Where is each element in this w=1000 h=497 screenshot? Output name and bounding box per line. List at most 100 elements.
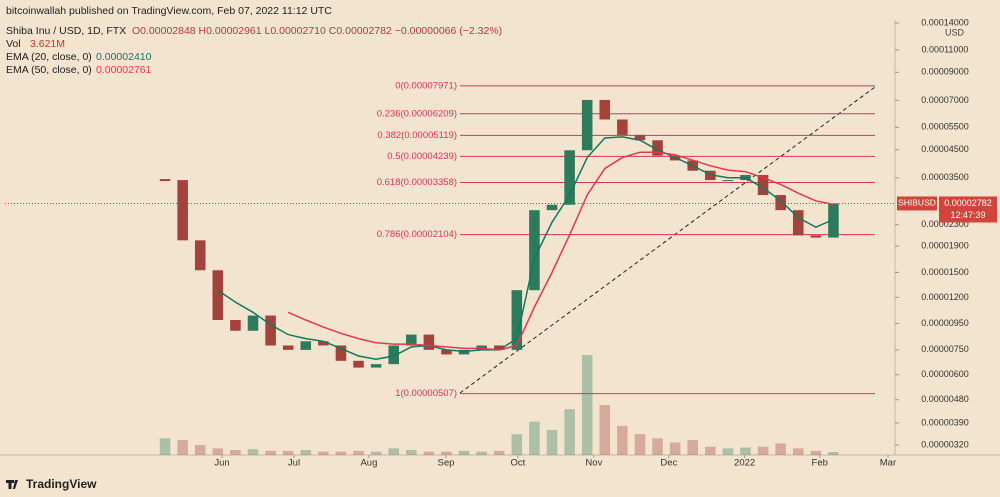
fib-label: 0.618(0.00003358) bbox=[377, 177, 457, 188]
ema20-label: EMA (20, close, 0) bbox=[6, 51, 92, 63]
price-tag-countdown: 12:47:39 bbox=[950, 210, 985, 220]
volume-bar bbox=[792, 448, 804, 455]
candle bbox=[599, 99, 611, 120]
volume-bar bbox=[705, 446, 716, 455]
x-tick-label: Sep bbox=[438, 458, 455, 469]
y-tick-label: 0.00003500 bbox=[921, 172, 969, 182]
y-tick-label: 0.00014000 bbox=[921, 17, 969, 27]
volume-bar bbox=[599, 405, 611, 455]
candle bbox=[810, 235, 822, 238]
y-tick-label: 0.00002300 bbox=[921, 219, 969, 229]
trend-line bbox=[459, 86, 876, 394]
volume-bar bbox=[757, 446, 769, 455]
price-tag-price: 0.00002782 bbox=[944, 198, 992, 208]
ema50-value: 0.00002761 bbox=[96, 64, 152, 76]
candle bbox=[335, 345, 347, 361]
candle bbox=[406, 334, 417, 346]
y-tick-label: 0.00000320 bbox=[921, 439, 969, 449]
ema20-value: 0.00002410 bbox=[96, 51, 152, 63]
y-tick-label: 0.00011000 bbox=[922, 44, 969, 54]
fib-label: 0.236(0.00006209) bbox=[377, 108, 457, 119]
candle bbox=[282, 345, 294, 350]
x-tick-label: 2022 bbox=[734, 458, 755, 469]
volume-bar bbox=[669, 442, 681, 455]
candle bbox=[564, 150, 575, 205]
y-tick-label: 0.00009000 bbox=[921, 67, 969, 77]
volume-bar bbox=[617, 425, 628, 455]
fib-label: 0.382(0.00005119) bbox=[377, 130, 457, 141]
fib-label: 1(0.00000507) bbox=[395, 388, 457, 399]
ema50-label: EMA (50, close, 0) bbox=[6, 64, 92, 76]
candle bbox=[828, 203, 839, 238]
volume-bar bbox=[265, 450, 276, 455]
ema-line bbox=[217, 136, 834, 360]
y-tick-label: 0.00001900 bbox=[921, 240, 969, 250]
volume-bar bbox=[159, 438, 171, 455]
candle bbox=[353, 360, 364, 368]
y-tick-label: 0.00000480 bbox=[921, 394, 969, 404]
volume-bar bbox=[511, 434, 523, 455]
x-tick-label: Nov bbox=[585, 458, 602, 469]
axis-unit: USD bbox=[945, 27, 965, 37]
y-tick-label: 0.00007000 bbox=[921, 95, 969, 105]
ema-line bbox=[287, 151, 834, 351]
candle bbox=[212, 270, 224, 320]
fib-label: 0(0.00007971) bbox=[395, 80, 457, 91]
volume-bar bbox=[353, 450, 364, 455]
volume-bar bbox=[370, 451, 382, 455]
price-tag-symbol: SHIBUSD bbox=[898, 198, 936, 208]
candle bbox=[511, 290, 523, 350]
y-tick-label: 0.00005500 bbox=[921, 122, 969, 132]
candle bbox=[370, 364, 382, 368]
y-tick-label: 0.00000600 bbox=[921, 369, 969, 379]
price-tag-box bbox=[939, 196, 997, 223]
candle bbox=[722, 180, 734, 182]
volume-bar bbox=[282, 450, 294, 455]
volume-bar bbox=[546, 430, 558, 455]
candle bbox=[247, 315, 259, 331]
volume-bar bbox=[194, 445, 206, 455]
y-tick-label: 0.00000750 bbox=[921, 344, 969, 354]
x-tick-label: Feb bbox=[812, 458, 828, 469]
brand: TradingView bbox=[26, 477, 97, 491]
x-tick-label: Dec bbox=[660, 458, 677, 469]
candle bbox=[318, 341, 329, 346]
candle bbox=[792, 210, 804, 236]
x-tick-label: Oct bbox=[511, 458, 526, 469]
candle bbox=[388, 345, 399, 365]
price-tag-symbol-box bbox=[897, 196, 937, 211]
volume-bar bbox=[687, 440, 699, 455]
y-tick-label: 0.00001500 bbox=[921, 267, 969, 277]
candle bbox=[775, 195, 786, 211]
volume-bar bbox=[230, 450, 241, 455]
volume-bar bbox=[458, 450, 470, 455]
x-tick-label: Jun bbox=[214, 458, 229, 469]
volume-bar bbox=[722, 448, 734, 455]
volume-bar bbox=[476, 451, 487, 455]
volume-bar bbox=[775, 443, 786, 455]
y-tick-label: 0.00000950 bbox=[921, 318, 969, 328]
volume-bar bbox=[634, 434, 646, 455]
candle bbox=[757, 174, 769, 196]
fib-label: 0.5(0.00004239) bbox=[387, 151, 457, 162]
x-tick-label: Aug bbox=[360, 458, 377, 469]
candle bbox=[441, 349, 452, 355]
volume-bar bbox=[423, 451, 435, 455]
volume-bar bbox=[740, 447, 751, 455]
candle bbox=[265, 315, 276, 346]
candle bbox=[493, 345, 505, 350]
ohlc: O0.00002848 H0.00002961 L0.00002710 C0.0… bbox=[132, 25, 502, 37]
candle bbox=[423, 334, 435, 350]
volume-bar bbox=[300, 450, 312, 455]
candle bbox=[546, 204, 558, 211]
volume-bar bbox=[388, 448, 399, 455]
x-tick-label: Mar bbox=[880, 458, 896, 469]
symbol: Shiba Inu / USD, 1D, FTX bbox=[6, 25, 126, 37]
y-tick-label: 0.00000390 bbox=[921, 417, 969, 427]
volume-bar bbox=[581, 355, 593, 455]
volume-bar bbox=[529, 421, 540, 455]
volume-bar bbox=[810, 450, 822, 455]
volume-bar bbox=[828, 451, 839, 455]
